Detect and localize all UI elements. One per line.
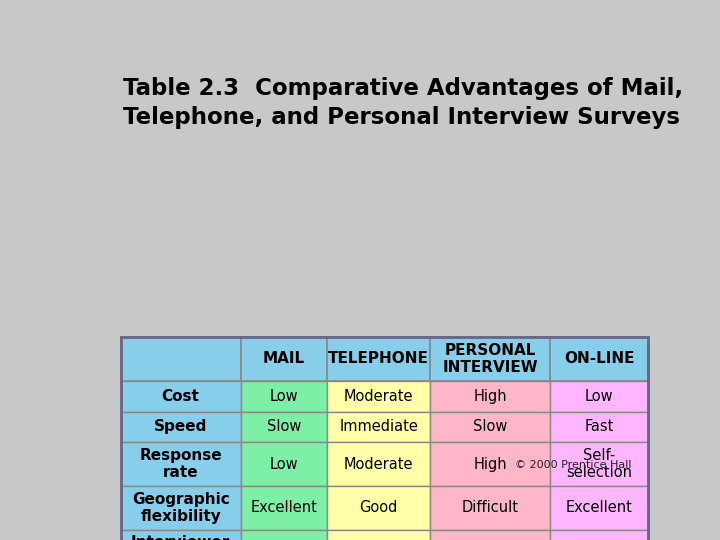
Text: TELEPHONE: TELEPHONE: [328, 352, 429, 367]
Bar: [121, 337, 240, 381]
Text: Table 2.3  Comparative Advantages of Mail,
Telephone, and Personal Interview Sur: Table 2.3 Comparative Advantages of Mail…: [124, 77, 683, 129]
Bar: [121, 530, 240, 540]
Text: Fast: Fast: [585, 420, 614, 435]
Text: Interviewer
bias: Interviewer bias: [131, 535, 230, 540]
Text: Speed: Speed: [154, 420, 207, 435]
Bar: [431, 530, 550, 540]
Bar: [327, 337, 431, 381]
Text: Low: Low: [269, 457, 298, 471]
Bar: [431, 442, 550, 486]
Text: Low: Low: [269, 389, 298, 404]
Bar: [550, 442, 648, 486]
Bar: [240, 411, 327, 442]
Text: Immediate: Immediate: [339, 420, 418, 435]
Bar: [121, 486, 240, 530]
Text: Self-
selection: Self- selection: [566, 448, 632, 481]
Text: High: High: [474, 389, 507, 404]
Bar: [121, 381, 240, 411]
Text: PERSONAL
INTERVIEW: PERSONAL INTERVIEW: [443, 343, 538, 375]
Bar: [121, 337, 648, 540]
Bar: [327, 486, 431, 530]
Bar: [327, 381, 431, 411]
Bar: [240, 442, 327, 486]
Bar: [431, 411, 550, 442]
Bar: [431, 381, 550, 411]
Bar: [550, 411, 648, 442]
Text: MAIL: MAIL: [263, 352, 305, 367]
Bar: [327, 442, 431, 486]
Bar: [121, 442, 240, 486]
Bar: [240, 337, 327, 381]
Text: Moderate: Moderate: [344, 389, 413, 404]
Bar: [431, 337, 550, 381]
Bar: [327, 530, 431, 540]
Bar: [550, 337, 648, 381]
Text: ON-LINE: ON-LINE: [564, 352, 634, 367]
Bar: [121, 411, 240, 442]
Bar: [431, 486, 550, 530]
Bar: [327, 411, 431, 442]
Text: Slow: Slow: [473, 420, 508, 435]
Bar: [240, 486, 327, 530]
Text: Good: Good: [359, 501, 398, 515]
Bar: [240, 381, 327, 411]
Bar: [550, 530, 648, 540]
Text: High: High: [474, 457, 507, 471]
Text: Cost: Cost: [162, 389, 199, 404]
Bar: [550, 381, 648, 411]
Text: Response
rate: Response rate: [140, 448, 222, 481]
Text: Slow: Slow: [266, 420, 301, 435]
Text: © 2000 Prentice Hall: © 2000 Prentice Hall: [515, 460, 631, 470]
Text: Geographic
flexibility: Geographic flexibility: [132, 491, 230, 524]
Bar: [240, 530, 327, 540]
Text: Excellent: Excellent: [566, 501, 633, 515]
Text: Difficult: Difficult: [462, 501, 519, 515]
Text: Low: Low: [585, 389, 613, 404]
Text: Excellent: Excellent: [251, 501, 318, 515]
Text: Moderate: Moderate: [344, 457, 413, 471]
Bar: [550, 486, 648, 530]
